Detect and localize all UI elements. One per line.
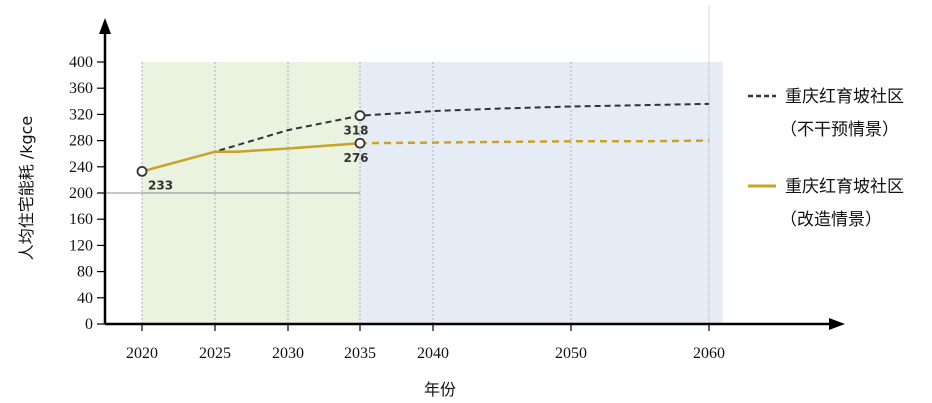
x-tick-label: 2025 — [199, 345, 231, 362]
x-axis-arrow — [829, 318, 845, 330]
x-tick-label: 2060 — [693, 345, 725, 362]
axes — [99, 18, 845, 330]
data-label: 233 — [148, 178, 173, 192]
y-tick-label: 80 — [77, 264, 93, 281]
legend-label: 重庆红育坡社区 — [785, 87, 904, 107]
series-line-no-intervention — [141, 102, 710, 173]
background-band — [360, 62, 723, 324]
x-tick-label: 2035 — [344, 345, 376, 362]
data-marker — [136, 165, 148, 177]
x-tick-label: 2040 — [417, 345, 449, 362]
y-tick-label: 240 — [69, 159, 93, 176]
y-tick-label: 160 — [69, 211, 93, 228]
y-tick-label: 360 — [69, 80, 93, 97]
y-tick-label: 120 — [69, 237, 93, 254]
series-lines — [141, 102, 710, 173]
data-markers: 233 318 276 — [136, 110, 369, 192]
y-axis-arrow — [99, 18, 111, 34]
legend-label: （不干预情景） — [780, 120, 899, 140]
legend-label: （改造情景） — [780, 210, 882, 230]
x-tick-label: 2050 — [555, 345, 587, 362]
series-line-renovation — [141, 141, 361, 173]
y-tick-label: 0 — [85, 316, 93, 333]
x-tick-label: 2030 — [272, 345, 304, 362]
tick-labels: 0 40 80 120 160 200 240 280 320 360 400 2020 2025 203… — [69, 54, 725, 362]
legend: 重庆红育坡社区 （不干预情景） 重庆红育坡社区 （改造情景） — [748, 87, 904, 230]
y-tick-label: 200 — [69, 185, 93, 202]
data-label: 276 — [343, 151, 368, 165]
legend-label: 重庆红育坡社区 — [785, 177, 904, 197]
y-tick-label: 320 — [69, 106, 93, 123]
y-tick-label: 280 — [69, 133, 93, 150]
data-marker — [354, 110, 366, 122]
data-marker — [354, 137, 366, 149]
y-tick-label: 40 — [77, 290, 93, 307]
y-tick-label: 400 — [69, 54, 93, 71]
data-label: 318 — [343, 124, 368, 138]
x-tick-label: 2020 — [126, 345, 158, 362]
x-axis-title: 年份 — [424, 380, 456, 399]
grid-lines — [105, 5, 710, 324]
y-axis-title: 人均住宅能耗 /kgce — [17, 116, 36, 261]
series-line-renovation-projection — [359, 139, 710, 145]
